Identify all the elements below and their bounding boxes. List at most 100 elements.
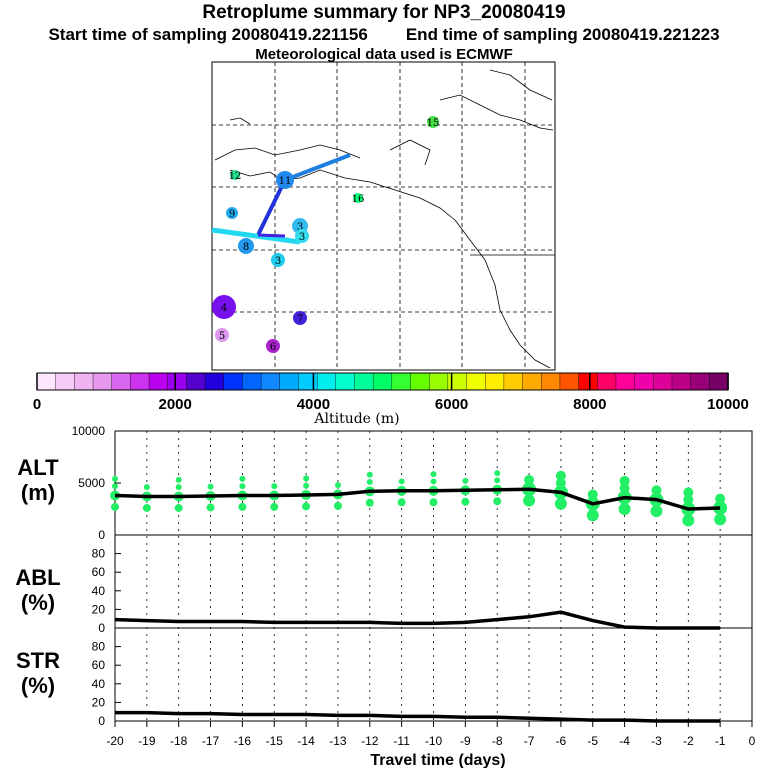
day-marker-label: 6 bbox=[270, 342, 276, 353]
track-segment bbox=[256, 179, 287, 236]
x-tick-label: -13 bbox=[329, 734, 347, 748]
colorbar-cell bbox=[634, 372, 654, 391]
day-marker bbox=[226, 207, 238, 219]
altitude-ensemble-point bbox=[554, 497, 567, 510]
y-tick-label: 60 bbox=[92, 658, 106, 672]
day-marker bbox=[271, 253, 285, 267]
y-tick-label: 60 bbox=[92, 565, 106, 579]
abl-ylabel: ABL bbox=[15, 565, 60, 590]
day-marker bbox=[427, 116, 439, 128]
colorbar-cell bbox=[522, 372, 542, 391]
colorbar-cell bbox=[260, 372, 281, 391]
x-axis-label: Travel time (days) bbox=[370, 752, 505, 768]
abl-unit: (%) bbox=[21, 590, 55, 615]
y-tick-label: 40 bbox=[92, 584, 106, 598]
x-tick-label: -7 bbox=[524, 734, 535, 748]
sampling-times: Start time of sampling 20080419.221156 En… bbox=[0, 25, 768, 45]
altitude-ensemble-point bbox=[366, 471, 373, 478]
altitude-ensemble-point bbox=[713, 500, 728, 515]
colorbar-tick-label: 4000 bbox=[297, 396, 330, 413]
altitude-ensemble-point bbox=[112, 483, 118, 490]
day-marker bbox=[212, 295, 236, 319]
day-marker bbox=[353, 193, 363, 203]
day-marker-label: 3 bbox=[275, 256, 281, 267]
day-marker-label: 9 bbox=[229, 209, 235, 220]
colorbar-cell bbox=[559, 372, 580, 391]
series-line-alt bbox=[114, 487, 721, 511]
x-tick-label: -19 bbox=[138, 734, 156, 748]
y-tick-label: 0 bbox=[98, 621, 105, 635]
day-marker-label: 4 bbox=[221, 303, 227, 314]
series-line-str bbox=[115, 710, 721, 723]
day-marker-label: 3 bbox=[297, 222, 303, 233]
x-tick-label: -16 bbox=[234, 734, 252, 748]
altitude-ensemble-point bbox=[430, 478, 437, 485]
colorbar-cell bbox=[690, 372, 711, 391]
altitude-ensemble-point bbox=[174, 503, 183, 512]
altitude-ensemble-point bbox=[461, 497, 470, 506]
altitude-ensemble-point bbox=[270, 502, 279, 511]
series-line-abl bbox=[114, 610, 721, 630]
colorbar-cell bbox=[410, 372, 430, 391]
altitude-ensemble-point bbox=[175, 476, 182, 483]
altitude-ensemble-point bbox=[110, 490, 120, 501]
colorbar-cell bbox=[372, 372, 393, 391]
plot-title: Retroplume summary for NP3_20080419 bbox=[202, 2, 566, 23]
track-segment bbox=[284, 153, 351, 182]
altitude-ensemble-point bbox=[175, 484, 182, 491]
colorbar-cell bbox=[466, 372, 486, 391]
altitude-ensemble-point bbox=[462, 477, 469, 484]
colorbar-tick-label: 6000 bbox=[435, 396, 468, 413]
colorbar-cell bbox=[186, 372, 206, 391]
x-tick-label: -14 bbox=[297, 734, 315, 748]
altitude-ensemble-point bbox=[142, 503, 151, 512]
altitude-ensemble-point bbox=[429, 498, 438, 507]
colorbar-cell bbox=[148, 372, 169, 391]
altitude-ensemble-point bbox=[302, 502, 311, 511]
altitude-ensemble-point bbox=[365, 498, 374, 507]
colorbar-cell bbox=[298, 372, 318, 391]
y-tick-label: 40 bbox=[92, 677, 106, 691]
x-tick-label: -11 bbox=[393, 734, 410, 748]
altitude-ensemble-point bbox=[303, 482, 310, 489]
altitude-ensemble-point bbox=[619, 483, 630, 494]
altitude-ensemble-point bbox=[303, 475, 310, 482]
colorbar-tick-label: 2000 bbox=[159, 396, 192, 413]
colorbar-tick-label: 0 bbox=[33, 396, 41, 413]
altitude-ensemble-point bbox=[683, 494, 694, 505]
colorbar-cell bbox=[167, 372, 188, 391]
altitude-ensemble-point bbox=[715, 493, 726, 504]
map-graticule bbox=[212, 62, 555, 370]
day-marker bbox=[230, 170, 240, 180]
altitude-ensemble-point bbox=[555, 470, 566, 481]
y-tick-label: 5000 bbox=[78, 476, 105, 490]
str-unit: (%) bbox=[21, 673, 55, 698]
x-tick-label: -6 bbox=[556, 734, 567, 748]
colorbar-cell bbox=[653, 372, 673, 391]
altitude-ensemble-point bbox=[555, 478, 566, 488]
y-tick-label: 80 bbox=[92, 547, 106, 561]
altitude-colorbar: 0 2000 4000 6000 8000 10000 Altitude (m) bbox=[33, 372, 749, 427]
x-tick-label: -4 bbox=[619, 734, 630, 748]
altitude-ensemble-point bbox=[238, 502, 247, 511]
x-tick-label: -18 bbox=[170, 734, 188, 748]
map-frame bbox=[211, 61, 556, 371]
y-tick-label: 0 bbox=[98, 714, 105, 728]
colorbar-cell bbox=[485, 372, 505, 391]
altitude-ensemble-point bbox=[587, 489, 598, 500]
colorbar-cell bbox=[354, 372, 374, 391]
colorbar-cell bbox=[204, 372, 225, 391]
altitude-ensemble-point bbox=[397, 498, 406, 507]
day-marker bbox=[295, 229, 309, 243]
x-tick-label: -3 bbox=[651, 734, 662, 748]
altitude-ensemble-point bbox=[586, 509, 599, 522]
colorbar-cell bbox=[223, 372, 244, 391]
altitude-ensemble-point bbox=[650, 505, 663, 518]
day-marker bbox=[293, 311, 307, 325]
altitude-ensemble-point bbox=[618, 503, 631, 515]
y-tick-label: 20 bbox=[92, 602, 106, 616]
end-time-label: End time of sampling 20080419.221223 bbox=[405, 25, 720, 44]
day-marker bbox=[215, 328, 229, 342]
